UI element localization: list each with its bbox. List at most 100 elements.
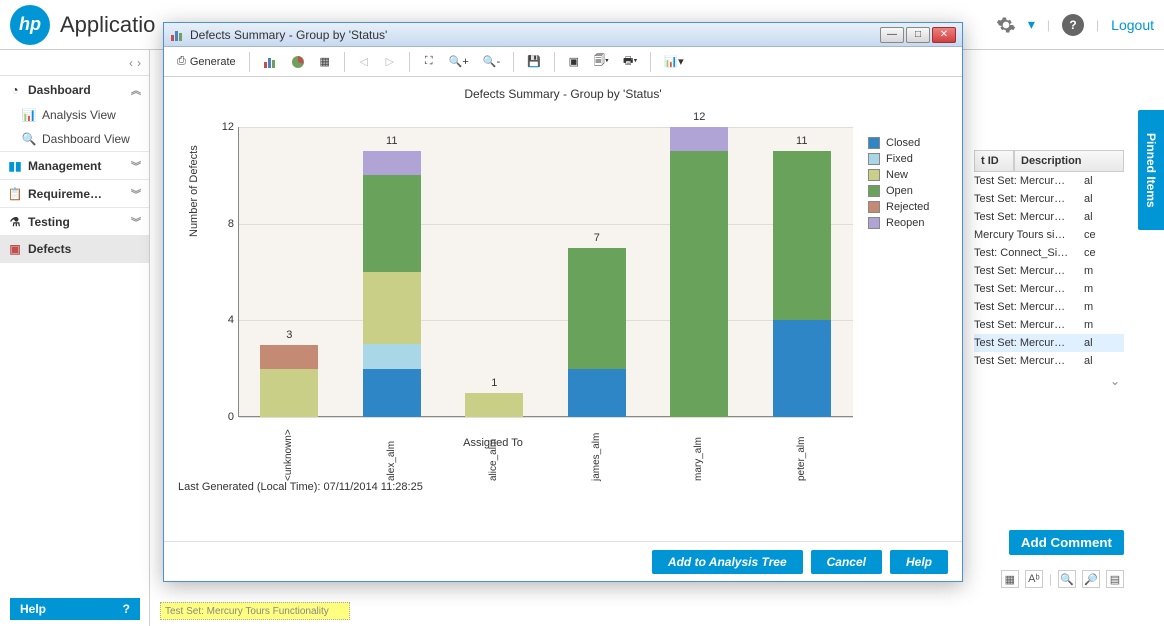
gear-icon[interactable]: [996, 15, 1016, 35]
add-comment-button[interactable]: Add Comment: [1009, 530, 1124, 555]
text-icon[interactable]: Aᵇ: [1025, 570, 1043, 588]
layout-icon[interactable]: ▣: [563, 51, 585, 73]
legend-item: Closed: [868, 137, 929, 149]
dialog-buttons: Add to Analysis Tree Cancel Help: [164, 541, 962, 581]
topbar-right: ▾ | ? | Logout: [996, 14, 1154, 36]
status-strip: Test Set: Mercury Tours Functionality: [160, 602, 350, 620]
bar: [670, 127, 728, 417]
close-button[interactable]: ✕: [932, 27, 956, 43]
col-head-desc[interactable]: Description: [1014, 150, 1124, 172]
generate-button[interactable]: ⎙ Generate: [172, 51, 241, 73]
bar: [465, 393, 523, 417]
table-row[interactable]: Test Set: Mercur…al: [974, 352, 1124, 370]
settings-icon[interactable]: 📊▾: [659, 51, 688, 73]
table-row[interactable]: Test Set: Mercur…m: [974, 298, 1124, 316]
table-row[interactable]: Test: Connect_Si…ce: [974, 244, 1124, 262]
save-icon[interactable]: 💾: [522, 51, 546, 73]
y-tick: 4: [218, 314, 234, 326]
fullscreen-icon[interactable]: ⛶: [418, 51, 440, 73]
grid-icon[interactable]: ▦: [314, 51, 336, 73]
sidebar-head-dashboard[interactable]: ◔ Dashboard ︽: [0, 76, 149, 103]
sidebar-head-testing[interactable]: ⚗ Testing ︾: [0, 208, 149, 235]
table-row[interactable]: Test Set: Mercur…al: [974, 190, 1124, 208]
col-head-tid[interactable]: t ID: [974, 150, 1014, 172]
bar-total-label: 1: [465, 377, 523, 389]
table-row[interactable]: Test Set: Mercur…al: [974, 334, 1124, 352]
data-rows: Test Set: Mercur…alTest Set: Mercur…alTe…: [974, 172, 1124, 370]
chart-icon: [170, 28, 184, 42]
bar-segment: [260, 345, 318, 369]
bar-segment: [363, 344, 421, 368]
sidebar-item-dashboard-view[interactable]: 🔍 Dashboard View: [0, 127, 149, 151]
bar-total-label: 11: [363, 135, 421, 147]
bar: [260, 345, 318, 417]
bar-total-label: 3: [260, 329, 318, 341]
help-icon[interactable]: ?: [1062, 14, 1084, 36]
sidebar-item-label: Dashboard View: [42, 132, 130, 146]
sidebar-head-defects[interactable]: ▣ Defects: [0, 236, 149, 262]
dialog-titlebar[interactable]: Defects Summary - Group by 'Status' — □ …: [164, 23, 962, 47]
sidebar-group-dashboard: ◔ Dashboard ︽ 📊 Analysis View 🔍 Dashboar…: [0, 76, 149, 152]
legend-item: Fixed: [868, 153, 929, 165]
bar: [773, 151, 831, 417]
table-row[interactable]: Mercury Tours si…ce: [974, 226, 1124, 244]
sidebar-item-analysis-view[interactable]: 📊 Analysis View: [0, 103, 149, 127]
print-icon[interactable]: 🖶▾: [618, 51, 642, 73]
column-headers: t ID Description: [974, 150, 1124, 172]
bar-segment: [363, 175, 421, 272]
help-bar[interactable]: Help ?: [10, 598, 140, 620]
maximize-button[interactable]: □: [906, 27, 930, 43]
sidebar-group-requirements: 📋 Requireme… ︾: [0, 180, 149, 208]
bar-segment: [363, 272, 421, 345]
chevron-down-icon[interactable]: ▾: [1028, 16, 1035, 33]
separator: |: [1096, 18, 1099, 32]
sidebar-head-management[interactable]: ▮▮ Management ︾: [0, 152, 149, 179]
bar-segment: [465, 393, 523, 417]
sidebar-label: Requireme…: [28, 187, 102, 201]
x-axis-title: Assigned To: [164, 437, 822, 449]
nav-back-icon[interactable]: ◁: [353, 51, 375, 73]
table-row[interactable]: Test Set: Mercur…m: [974, 316, 1124, 334]
sidebar-group-defects: ▣ Defects: [0, 236, 149, 263]
copy-icon[interactable]: 🗐▾: [589, 51, 614, 73]
zoom-out-icon[interactable]: 🔎: [1082, 570, 1100, 588]
grid-icon[interactable]: ▦: [1001, 570, 1019, 588]
forward-icon[interactable]: ›: [137, 56, 141, 70]
magnifier-icon: 🔍: [22, 132, 36, 146]
minimize-button[interactable]: —: [880, 27, 904, 43]
zoom-in-icon[interactable]: 🔍+: [444, 51, 474, 73]
separator: [409, 52, 410, 72]
sidebar-group-testing: ⚗ Testing ︾: [0, 208, 149, 236]
cancel-button[interactable]: Cancel: [811, 550, 882, 574]
pinned-items-tab[interactable]: Pinned Items: [1138, 110, 1164, 230]
sidebar-label: Management: [28, 159, 101, 173]
chart-title: Defects Summary - Group by 'Status': [178, 87, 948, 101]
add-to-analysis-button[interactable]: Add to Analysis Tree: [652, 550, 803, 574]
table-row[interactable]: Test Set: Mercur…al: [974, 172, 1124, 190]
filter-icon[interactable]: ▤: [1106, 570, 1124, 588]
table-row[interactable]: Test Set: Mercur…al: [974, 208, 1124, 226]
zoom-out-icon[interactable]: 🔍-: [478, 51, 505, 73]
table-row[interactable]: Test Set: Mercur…m: [974, 280, 1124, 298]
zoom-in-icon[interactable]: 🔍: [1058, 570, 1076, 588]
chart-legend: ClosedFixedNewOpenRejectedReopen: [868, 137, 929, 233]
bar-segment: [260, 369, 318, 417]
sidebar-label: Testing: [28, 215, 70, 229]
back-icon[interactable]: ‹: [129, 56, 133, 70]
bar-segment: [670, 151, 728, 417]
x-tick-label: peter_alm: [796, 421, 807, 481]
table-row[interactable]: Test Set: Mercur…m: [974, 262, 1124, 280]
sidebar-label: Defects: [28, 242, 71, 256]
expand-arrow[interactable]: ⌄: [974, 370, 1124, 392]
help-button[interactable]: Help: [890, 550, 948, 574]
x-tick-label: <unknown>: [283, 421, 294, 481]
hp-logo: hp: [10, 5, 50, 45]
pie-chart-icon[interactable]: [286, 51, 310, 73]
sidebar-head-requirements[interactable]: 📋 Requireme… ︾: [0, 180, 149, 207]
y-tick: 8: [218, 218, 234, 230]
logout-link[interactable]: Logout: [1111, 17, 1154, 33]
nav-forward-icon[interactable]: ▷: [379, 51, 401, 73]
bar-chart-icon[interactable]: [258, 51, 282, 73]
bar: [568, 248, 626, 417]
x-tick-label: mary_alm: [693, 421, 704, 481]
